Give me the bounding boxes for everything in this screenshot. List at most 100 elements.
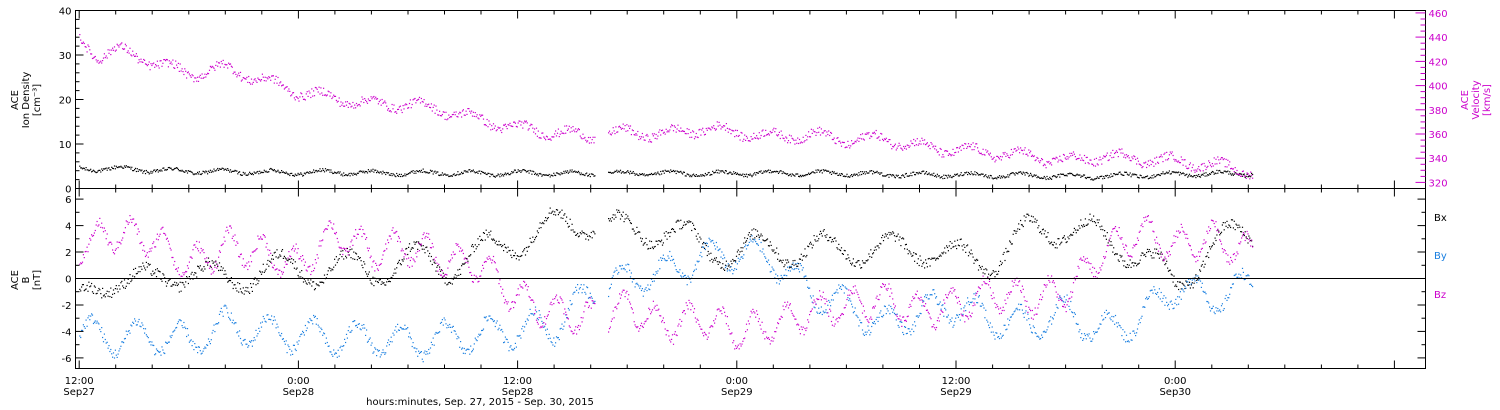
data-point — [102, 60, 104, 62]
data-point — [929, 148, 931, 150]
data-point — [236, 290, 238, 292]
data-point — [334, 171, 336, 173]
data-point — [311, 88, 313, 90]
data-point — [980, 152, 982, 154]
data-point — [349, 331, 351, 333]
data-point — [655, 271, 657, 273]
data-point — [1148, 296, 1150, 298]
data-point — [963, 174, 965, 176]
data-point — [817, 312, 819, 314]
data-point — [1160, 154, 1162, 156]
data-point — [247, 346, 249, 348]
data-point — [135, 324, 137, 326]
data-point — [506, 128, 508, 130]
data-point — [120, 43, 122, 45]
data-point — [1207, 252, 1209, 254]
data-point — [1074, 313, 1076, 315]
data-point — [405, 328, 407, 330]
data-point — [553, 172, 555, 174]
data-point — [809, 136, 811, 138]
data-point — [585, 139, 587, 141]
data-point — [724, 266, 727, 269]
data-point — [1235, 173, 1237, 175]
data-point — [1051, 323, 1053, 325]
data-point — [1024, 312, 1026, 314]
data-point — [1102, 178, 1104, 180]
data-point — [813, 235, 815, 237]
data-point — [891, 148, 893, 150]
data-point — [1037, 175, 1039, 178]
data-point — [858, 325, 860, 327]
data-point — [935, 296, 938, 298]
data-point — [313, 171, 316, 174]
data-point — [198, 267, 200, 269]
data-point — [1096, 163, 1098, 165]
data-point — [1191, 176, 1193, 178]
data-point — [360, 260, 362, 262]
data-point — [451, 175, 453, 177]
data-point — [512, 249, 514, 251]
data-point — [904, 176, 906, 178]
data-point — [1247, 176, 1249, 178]
data-point — [439, 270, 442, 272]
data-point — [854, 174, 856, 176]
data-point — [457, 116, 459, 118]
data-point — [98, 323, 100, 325]
data-point — [291, 258, 293, 260]
data-point — [505, 174, 507, 176]
data-point — [764, 256, 766, 258]
data-point — [449, 323, 451, 326]
data-point — [392, 173, 394, 175]
data-point — [1125, 171, 1128, 173]
data-point — [364, 172, 366, 174]
data-point — [128, 282, 130, 285]
data-point — [811, 301, 813, 303]
data-point — [533, 171, 535, 173]
data-point — [134, 267, 137, 269]
data-point — [771, 171, 773, 173]
data-point — [236, 76, 238, 78]
data-point — [549, 176, 551, 178]
data-point — [782, 259, 784, 261]
data-point — [682, 173, 684, 175]
data-point — [506, 251, 508, 253]
data-point — [937, 175, 939, 177]
data-point — [1094, 331, 1097, 333]
data-point — [633, 230, 635, 232]
data-point — [984, 154, 986, 156]
data-point — [666, 259, 668, 262]
data-point — [1138, 262, 1140, 264]
data-point — [212, 262, 214, 264]
data-point — [583, 232, 585, 234]
data-point — [581, 138, 583, 140]
data-point — [972, 298, 974, 300]
data-point — [371, 283, 373, 285]
data-point — [608, 171, 611, 174]
data-point — [355, 102, 358, 105]
data-point — [1023, 149, 1025, 151]
data-point — [97, 322, 99, 324]
data-point — [943, 315, 945, 317]
data-point — [767, 259, 770, 261]
data-point — [324, 94, 327, 96]
data-point — [288, 88, 290, 90]
data-point — [1060, 242, 1062, 244]
data-point — [447, 283, 449, 285]
data-point — [1027, 155, 1029, 157]
data-point — [727, 173, 729, 175]
data-point — [619, 218, 622, 220]
data-point — [218, 169, 220, 171]
data-point — [248, 291, 250, 293]
data-point — [458, 113, 460, 115]
data-point — [1095, 224, 1097, 227]
data-point — [149, 69, 151, 71]
data-point — [798, 271, 801, 273]
data-point — [626, 217, 628, 219]
data-point — [1208, 160, 1210, 162]
data-point — [1228, 164, 1230, 166]
data-point — [913, 138, 915, 141]
data-point — [972, 256, 974, 258]
data-point — [426, 105, 428, 107]
data-point — [161, 346, 163, 348]
data-point — [976, 302, 978, 304]
